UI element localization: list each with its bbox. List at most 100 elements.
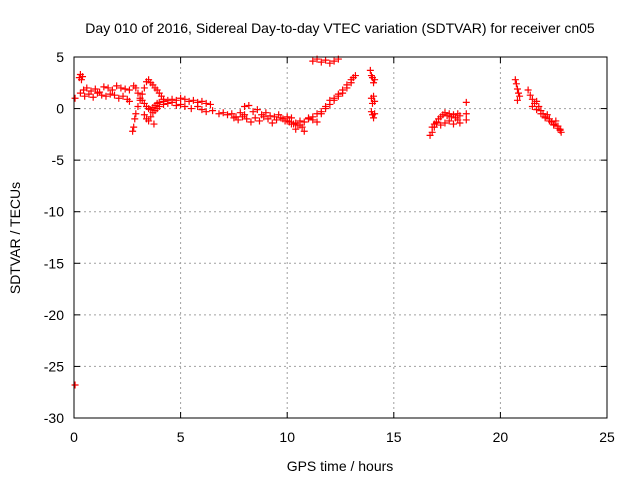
chart-title: Day 010 of 2016, Sidereal Day-to-day VTE…	[85, 20, 595, 36]
data-point	[322, 103, 330, 111]
data-point	[234, 116, 242, 124]
x-tick-label: 25	[599, 429, 615, 445]
data-point	[228, 110, 236, 118]
data-point	[168, 98, 176, 106]
data-point	[91, 85, 99, 93]
data-point	[111, 91, 119, 99]
y-tick-label: -25	[44, 358, 64, 374]
data-point	[145, 117, 153, 125]
data-point	[132, 84, 140, 92]
data-point	[287, 120, 295, 128]
data-point	[81, 92, 89, 100]
data-point	[537, 110, 545, 118]
data-point	[206, 100, 214, 108]
y-tick-label: 0	[56, 101, 64, 117]
data-point	[150, 120, 158, 128]
data-point	[130, 123, 138, 131]
data-point	[98, 91, 106, 99]
data-point	[528, 95, 536, 103]
data-point	[251, 114, 259, 122]
data-point	[202, 108, 210, 116]
data-point	[117, 84, 125, 92]
data-point	[513, 96, 521, 104]
data-point	[456, 112, 464, 120]
data-point	[330, 94, 338, 102]
data-point	[160, 100, 168, 108]
x-tick-labels: 0 5 10 15 20 25	[70, 429, 615, 445]
y-tick-label: -15	[44, 255, 64, 271]
data-point	[255, 117, 263, 125]
data-point	[89, 93, 97, 101]
data-point	[513, 85, 521, 93]
data-point	[187, 105, 195, 113]
y-tick-label: -20	[44, 307, 64, 323]
data-point	[85, 90, 93, 98]
data-point	[241, 103, 249, 111]
data-point	[219, 109, 227, 117]
data-point	[202, 99, 210, 107]
y-tick-label: -5	[52, 152, 65, 168]
data-point	[371, 76, 379, 84]
data-point	[449, 120, 457, 128]
data-point	[236, 109, 244, 117]
data-point	[550, 121, 558, 129]
data-point	[437, 121, 445, 129]
data-point	[515, 89, 523, 97]
data-point	[528, 103, 536, 111]
data-point	[185, 97, 193, 105]
data-point	[556, 126, 564, 134]
y-tick-label: -10	[44, 204, 64, 220]
data-point	[371, 97, 379, 105]
data-point	[132, 110, 140, 118]
data-point	[215, 110, 223, 118]
data-point	[524, 86, 532, 94]
data-point	[317, 58, 325, 66]
data-point	[462, 98, 470, 106]
data-point	[294, 121, 302, 129]
data-point	[172, 101, 180, 109]
data-point	[309, 57, 317, 65]
data-point	[266, 112, 274, 120]
data-point	[71, 381, 79, 389]
x-tick-label: 10	[279, 429, 295, 445]
data-point	[131, 115, 139, 123]
y-tick-label: -30	[44, 410, 64, 426]
data-point	[79, 73, 87, 81]
data-point	[115, 94, 123, 102]
data-point	[292, 125, 300, 133]
data-point	[198, 97, 206, 105]
data-point	[71, 94, 79, 102]
data-point	[93, 89, 101, 97]
x-tick-label: 5	[177, 429, 185, 445]
data-point	[181, 103, 189, 111]
data-point	[445, 117, 453, 125]
data-point	[279, 115, 287, 123]
data-point	[339, 86, 347, 94]
data-point	[177, 100, 185, 108]
data-point	[258, 111, 266, 119]
data-point	[533, 106, 541, 114]
data-point	[313, 118, 321, 126]
data-point	[262, 109, 270, 117]
data-point	[300, 118, 308, 126]
y-tick-label: 5	[56, 49, 64, 65]
data-point	[230, 114, 238, 122]
data-point	[541, 114, 549, 122]
data-point	[181, 95, 189, 103]
data-point	[287, 114, 295, 122]
data-point	[441, 119, 449, 127]
data-point	[512, 80, 520, 88]
data-point	[552, 117, 560, 125]
y-axis-title: SDTVAR / TECUs	[7, 182, 23, 294]
data-point	[347, 76, 355, 84]
data-point	[370, 79, 378, 87]
data-point	[309, 116, 317, 124]
data-point	[545, 117, 553, 125]
data-point	[305, 115, 313, 123]
x-tick-label: 0	[70, 429, 78, 445]
data-point	[104, 84, 112, 92]
data-point	[330, 57, 338, 65]
data-point	[140, 84, 148, 92]
data-point	[511, 76, 519, 84]
